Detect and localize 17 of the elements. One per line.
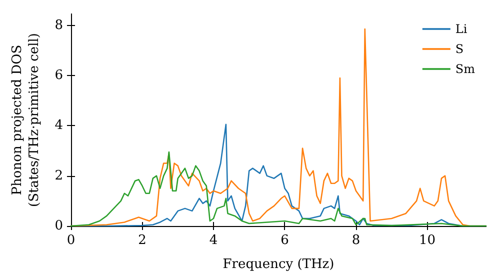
x-tick-label: 10 — [418, 233, 436, 248]
x-tick-label: 8 — [352, 233, 360, 248]
legend-label: Li — [455, 22, 468, 36]
legend-label: S — [455, 42, 464, 56]
line-series — [70, 151, 487, 227]
y-tick-label: 6 — [54, 68, 63, 83]
x-tick-label: 6 — [280, 233, 289, 248]
x-tick-label: 4 — [209, 233, 218, 248]
x-tick-label: 2 — [138, 233, 146, 248]
y-tick-label: 2 — [54, 168, 63, 184]
y-axis-title: Phonon projected DOS (States/THz·primitive cell) — [10, 32, 42, 208]
y-tick-label: 4 — [54, 118, 63, 134]
y-tick-label: 8 — [54, 18, 63, 33]
x-axis-title: Frequency (THz) — [222, 257, 334, 272]
legend-label: Sm — [455, 62, 476, 76]
y-tick-label: 0 — [54, 218, 63, 234]
x-tick-label: 0 — [66, 233, 76, 248]
